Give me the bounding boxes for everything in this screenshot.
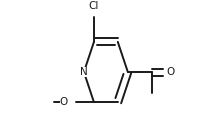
Text: Cl: Cl bbox=[89, 1, 99, 10]
Text: O: O bbox=[166, 67, 174, 77]
Text: O: O bbox=[60, 97, 68, 107]
Text: N: N bbox=[80, 67, 88, 77]
